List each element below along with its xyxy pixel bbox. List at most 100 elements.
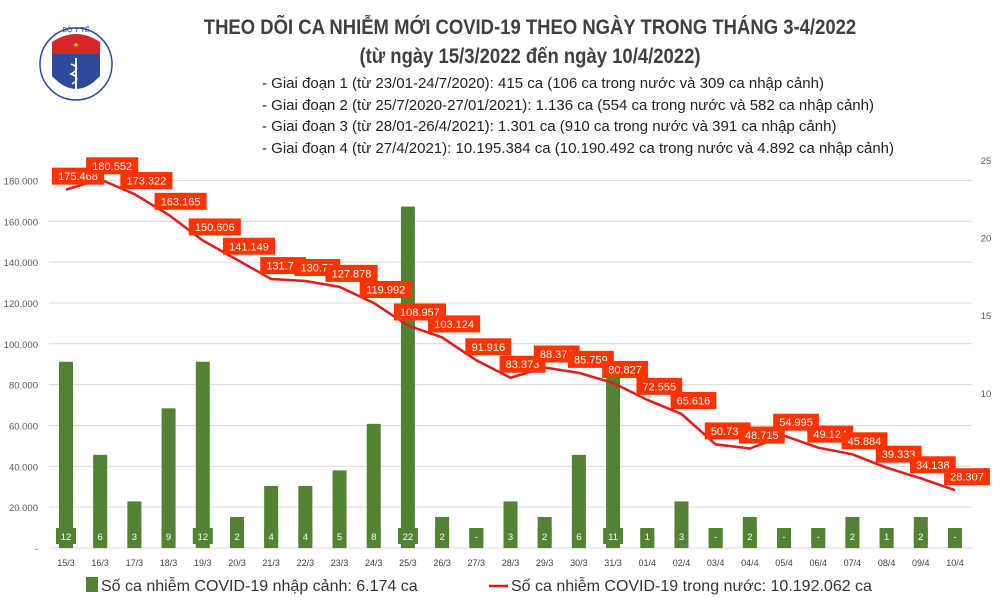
bar-label-bg [192, 528, 213, 544]
line-label: 54.995 [779, 417, 813, 429]
svg-text:BỘ Y TẾ: BỘ Y TẾ [62, 24, 90, 34]
line-label: 80.827 [608, 364, 642, 376]
phase-note: - Giai đoạn 4 (từ 27/4/2021): 10.195.384… [262, 139, 895, 157]
phase-note: - Giai đoạn 1 (từ 23/01-24/7/2020): 415 … [262, 75, 824, 92]
bar-label-bg [503, 528, 518, 544]
bar [606, 377, 621, 548]
bar-label: 22 [403, 532, 414, 543]
line-label-bg [428, 315, 481, 333]
line-label-bg [86, 157, 139, 175]
line-label: 34.138 [916, 460, 950, 472]
bar-label: 1 [884, 532, 889, 543]
line-label: 49.124 [813, 429, 847, 441]
x-tick-label: 24/3 [365, 558, 383, 568]
left-tick-label: - [35, 544, 38, 555]
bar-label: 11 [608, 532, 618, 543]
line-label: 45.884 [848, 436, 882, 448]
x-tick-label: 26/3 [433, 558, 451, 568]
bar [366, 423, 381, 548]
right-tick-label: 10 [981, 389, 992, 400]
line-label-bg [188, 218, 241, 236]
line-label: 163.165 [161, 196, 201, 208]
line-label: 39.333 [882, 449, 916, 461]
left-tick-label: 40.000 [9, 462, 38, 473]
line-label-bg [465, 338, 512, 356]
bar-label: 4 [303, 532, 308, 543]
line-label-bg [944, 468, 990, 486]
legend-bar-swatch [86, 577, 98, 592]
bar-label-bg [640, 528, 655, 544]
right-tick-label: 20 [981, 234, 992, 245]
bar-label-bg [708, 528, 723, 544]
bar-label: 2 [439, 532, 444, 543]
ministry-of-health-logo: BỘ Y TẾ [39, 24, 113, 101]
line-label: 91.916 [471, 342, 505, 354]
x-tick-label: 30/3 [570, 558, 588, 568]
line-label: 141.149 [229, 241, 269, 253]
bar-label-bg [264, 528, 279, 544]
line-label-bg [120, 172, 173, 190]
bar-label-bg [674, 528, 689, 544]
line-label-bg [670, 392, 717, 410]
bar-label: 3 [679, 532, 684, 543]
bar-label-bg [777, 528, 792, 544]
domestic-cases-line [65, 177, 956, 492]
bar-label-bg [229, 528, 244, 544]
bar-label-bg [879, 528, 894, 544]
left-tick-label: 160.000 [4, 217, 38, 228]
bar-label: 2 [542, 532, 547, 543]
right-tick-label: 15 [981, 311, 992, 322]
bar-label: - [714, 532, 717, 543]
bar-label: 6 [576, 532, 581, 543]
bar-label-bg [469, 528, 484, 544]
x-tick-label: 29/3 [536, 558, 554, 568]
bar [571, 454, 586, 548]
phase-notes: - Giai đoạn 1 (từ 23/01-24/7/2020): 415 … [262, 73, 894, 159]
bar-label: 5 [337, 532, 342, 543]
bar-label-bg [366, 528, 381, 544]
left-tick-label: 60.000 [9, 421, 38, 432]
bar-label: 2 [234, 532, 239, 543]
bar-label: 9 [166, 532, 171, 543]
bar-label: 2 [918, 532, 923, 543]
bar-label-bg [845, 528, 860, 544]
line-label: 83.373 [506, 359, 540, 371]
left-tick-label: 20.000 [9, 503, 38, 514]
x-tick-label: 18/3 [160, 558, 178, 568]
bar-label-bg [537, 528, 552, 544]
phase-note: - Giai đoạn 2 (từ 25/7/2020-27/01/2021):… [262, 96, 874, 114]
bar-label-bg [56, 528, 76, 544]
line-label-bg [325, 264, 378, 282]
bar-label: 8 [371, 532, 376, 543]
x-tick-label: 07/4 [844, 558, 862, 568]
bar-label-bg [948, 528, 962, 544]
line-label: 127.878 [332, 268, 372, 280]
x-tick-label: 27/3 [468, 558, 486, 568]
chart-title: THEO DÕI CA NHIỄM MỚI COVID-19 THEO NGÀY… [203, 16, 857, 39]
left-tick-label: 180.000 [4, 176, 38, 187]
bar-label: - [475, 532, 478, 543]
bar-label: 2 [850, 532, 855, 543]
legend-bar-label: Số ca nhiễm COVID-19 nhập cảnh: 6.174 ca [101, 576, 418, 595]
left-tick-label: 140.000 [4, 258, 38, 269]
bar-label: - [782, 532, 785, 543]
line-label: 131.70 [266, 261, 300, 273]
chart-subtitle: (từ ngày 15/3/2022 đến ngày 10/4/2022) [359, 45, 701, 68]
phase-note: - Giai đoạn 3 (từ 28/01-26/4/2021): 1.30… [262, 118, 837, 135]
bar [59, 361, 73, 548]
x-tick-label: 05/4 [775, 558, 793, 568]
bar [400, 206, 415, 548]
x-tick-label: 16/3 [91, 558, 109, 568]
bar-label-bg [332, 528, 347, 544]
line-label: 85.759 [574, 354, 608, 366]
bar-label: 3 [132, 532, 137, 543]
bar-label: - [953, 532, 956, 543]
line-label: 48.715 [745, 430, 779, 442]
line-label: 88.376 [540, 349, 574, 361]
line-label: 72.555 [642, 381, 676, 393]
right-tick-label: 25 [981, 156, 992, 167]
left-tick-label: 80.000 [9, 381, 38, 392]
bar-label: 1 [645, 532, 650, 543]
bar-label-bg [742, 528, 757, 544]
